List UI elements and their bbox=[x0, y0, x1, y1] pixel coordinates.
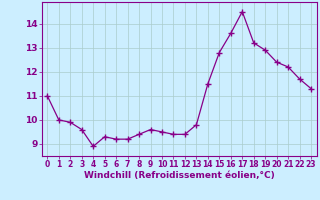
X-axis label: Windchill (Refroidissement éolien,°C): Windchill (Refroidissement éolien,°C) bbox=[84, 171, 275, 180]
